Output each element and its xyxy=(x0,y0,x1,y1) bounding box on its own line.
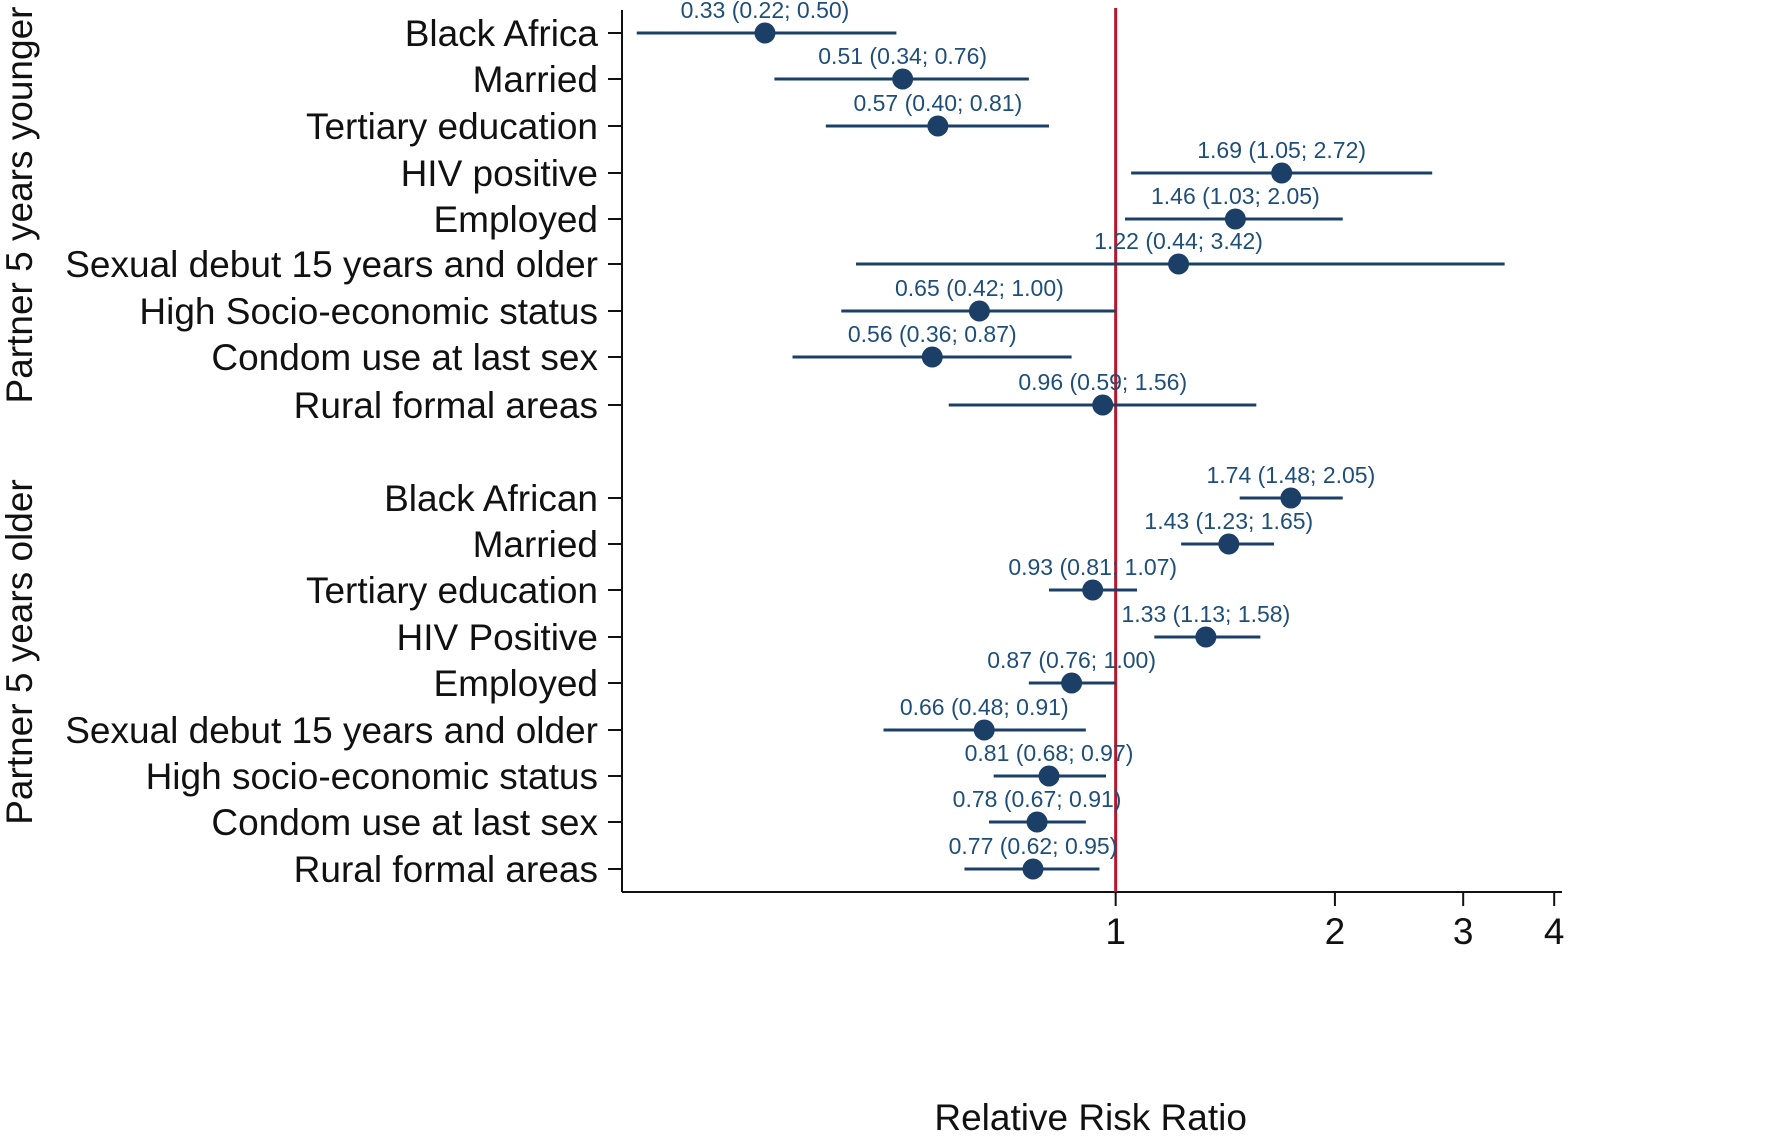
x-tick-label: 3 xyxy=(1453,911,1474,952)
estimate-label: 0.93 (0.81; 1.07) xyxy=(1008,554,1177,580)
category-label: Sexual debut 15 years and older xyxy=(65,244,598,285)
x-tick-label: 1 xyxy=(1105,911,1126,952)
estimate-label: 0.87 (0.76; 1.00) xyxy=(987,647,1156,673)
category-label: Employed xyxy=(433,199,598,240)
x-tick-label: 4 xyxy=(1544,911,1565,952)
estimate-label: 0.77 (0.62; 0.95) xyxy=(949,833,1118,859)
estimate-label: 0.65 (0.42; 1.00) xyxy=(895,275,1064,301)
estimate-label: 0.33 (0.22; 0.50) xyxy=(681,0,850,23)
category-label: Black Africa xyxy=(405,13,599,54)
estimate-point xyxy=(1026,811,1048,833)
estimate-point xyxy=(1271,162,1293,184)
category-label: Condom use at last sex xyxy=(211,802,598,843)
estimate-point xyxy=(1280,487,1302,509)
group-label: Partner 5 years younger xyxy=(0,7,40,404)
group-label: Partner 5 years older xyxy=(0,479,40,825)
estimate-point xyxy=(1038,765,1060,787)
estimate-point xyxy=(754,22,776,44)
marks-layer xyxy=(636,8,1505,892)
category-label: High socio-economic status xyxy=(146,756,598,797)
estimate-point xyxy=(968,300,990,322)
estimate-label: 1.22 (0.44; 3.42) xyxy=(1094,228,1263,254)
estimate-label: 0.96 (0.59; 1.56) xyxy=(1018,369,1187,395)
category-label: Black African xyxy=(384,478,598,519)
axes-layer xyxy=(608,10,1562,906)
estimate-point xyxy=(1082,579,1104,601)
x-axis-title: Relative Risk Ratio xyxy=(934,1097,1247,1137)
category-label: Rural formal areas xyxy=(294,385,598,426)
estimate-label: 0.66 (0.48; 0.91) xyxy=(900,694,1069,720)
estimate-point xyxy=(1092,394,1114,416)
estimate-label: 1.74 (1.48; 2.05) xyxy=(1206,462,1375,488)
category-label: Married xyxy=(473,59,598,100)
estimate-label: 0.57 (0.40; 0.81) xyxy=(853,90,1022,116)
estimate-label: 0.56 (0.36; 0.87) xyxy=(848,321,1017,347)
category-label: Tertiary education xyxy=(306,106,598,147)
estimate-point xyxy=(1061,672,1083,694)
category-label: Tertiary education xyxy=(306,570,598,611)
category-label: Condom use at last sex xyxy=(211,337,598,378)
labels-layer: 1 2 3 4 Relative Risk Ratio Partner 5 years y… xyxy=(0,0,1565,1138)
category-label: Employed xyxy=(433,663,598,704)
estimate-point xyxy=(1168,253,1190,275)
estimate-label: 0.78 (0.67; 0.91) xyxy=(953,786,1122,812)
category-label: Sexual debut 15 years and older xyxy=(65,710,598,751)
estimate-point xyxy=(1022,858,1044,880)
estimate-point xyxy=(927,115,949,137)
estimate-label: 0.81 (0.68; 0.97) xyxy=(965,740,1134,766)
estimate-label: 0.51 (0.34; 0.76) xyxy=(818,43,987,69)
estimate-label: 1.43 (1.23; 1.65) xyxy=(1144,508,1313,534)
category-label: HIV positive xyxy=(401,153,598,194)
estimate-label: 1.69 (1.05; 2.72) xyxy=(1197,137,1366,163)
category-label: HIV Positive xyxy=(396,617,598,658)
estimate-label: 1.46 (1.03; 2.05) xyxy=(1151,183,1320,209)
estimate-label: 1.33 (1.13; 1.58) xyxy=(1121,601,1290,627)
x-tick-label: 2 xyxy=(1325,911,1346,952)
estimate-point xyxy=(973,719,995,741)
category-label: High Socio-economic status xyxy=(139,291,598,332)
category-label: Married xyxy=(473,524,598,565)
estimate-point xyxy=(921,346,943,368)
estimate-point xyxy=(1218,533,1240,555)
estimate-point xyxy=(1195,626,1217,648)
category-label: Rural formal areas xyxy=(294,849,598,890)
estimate-point xyxy=(892,68,914,90)
estimate-point xyxy=(1224,208,1246,230)
